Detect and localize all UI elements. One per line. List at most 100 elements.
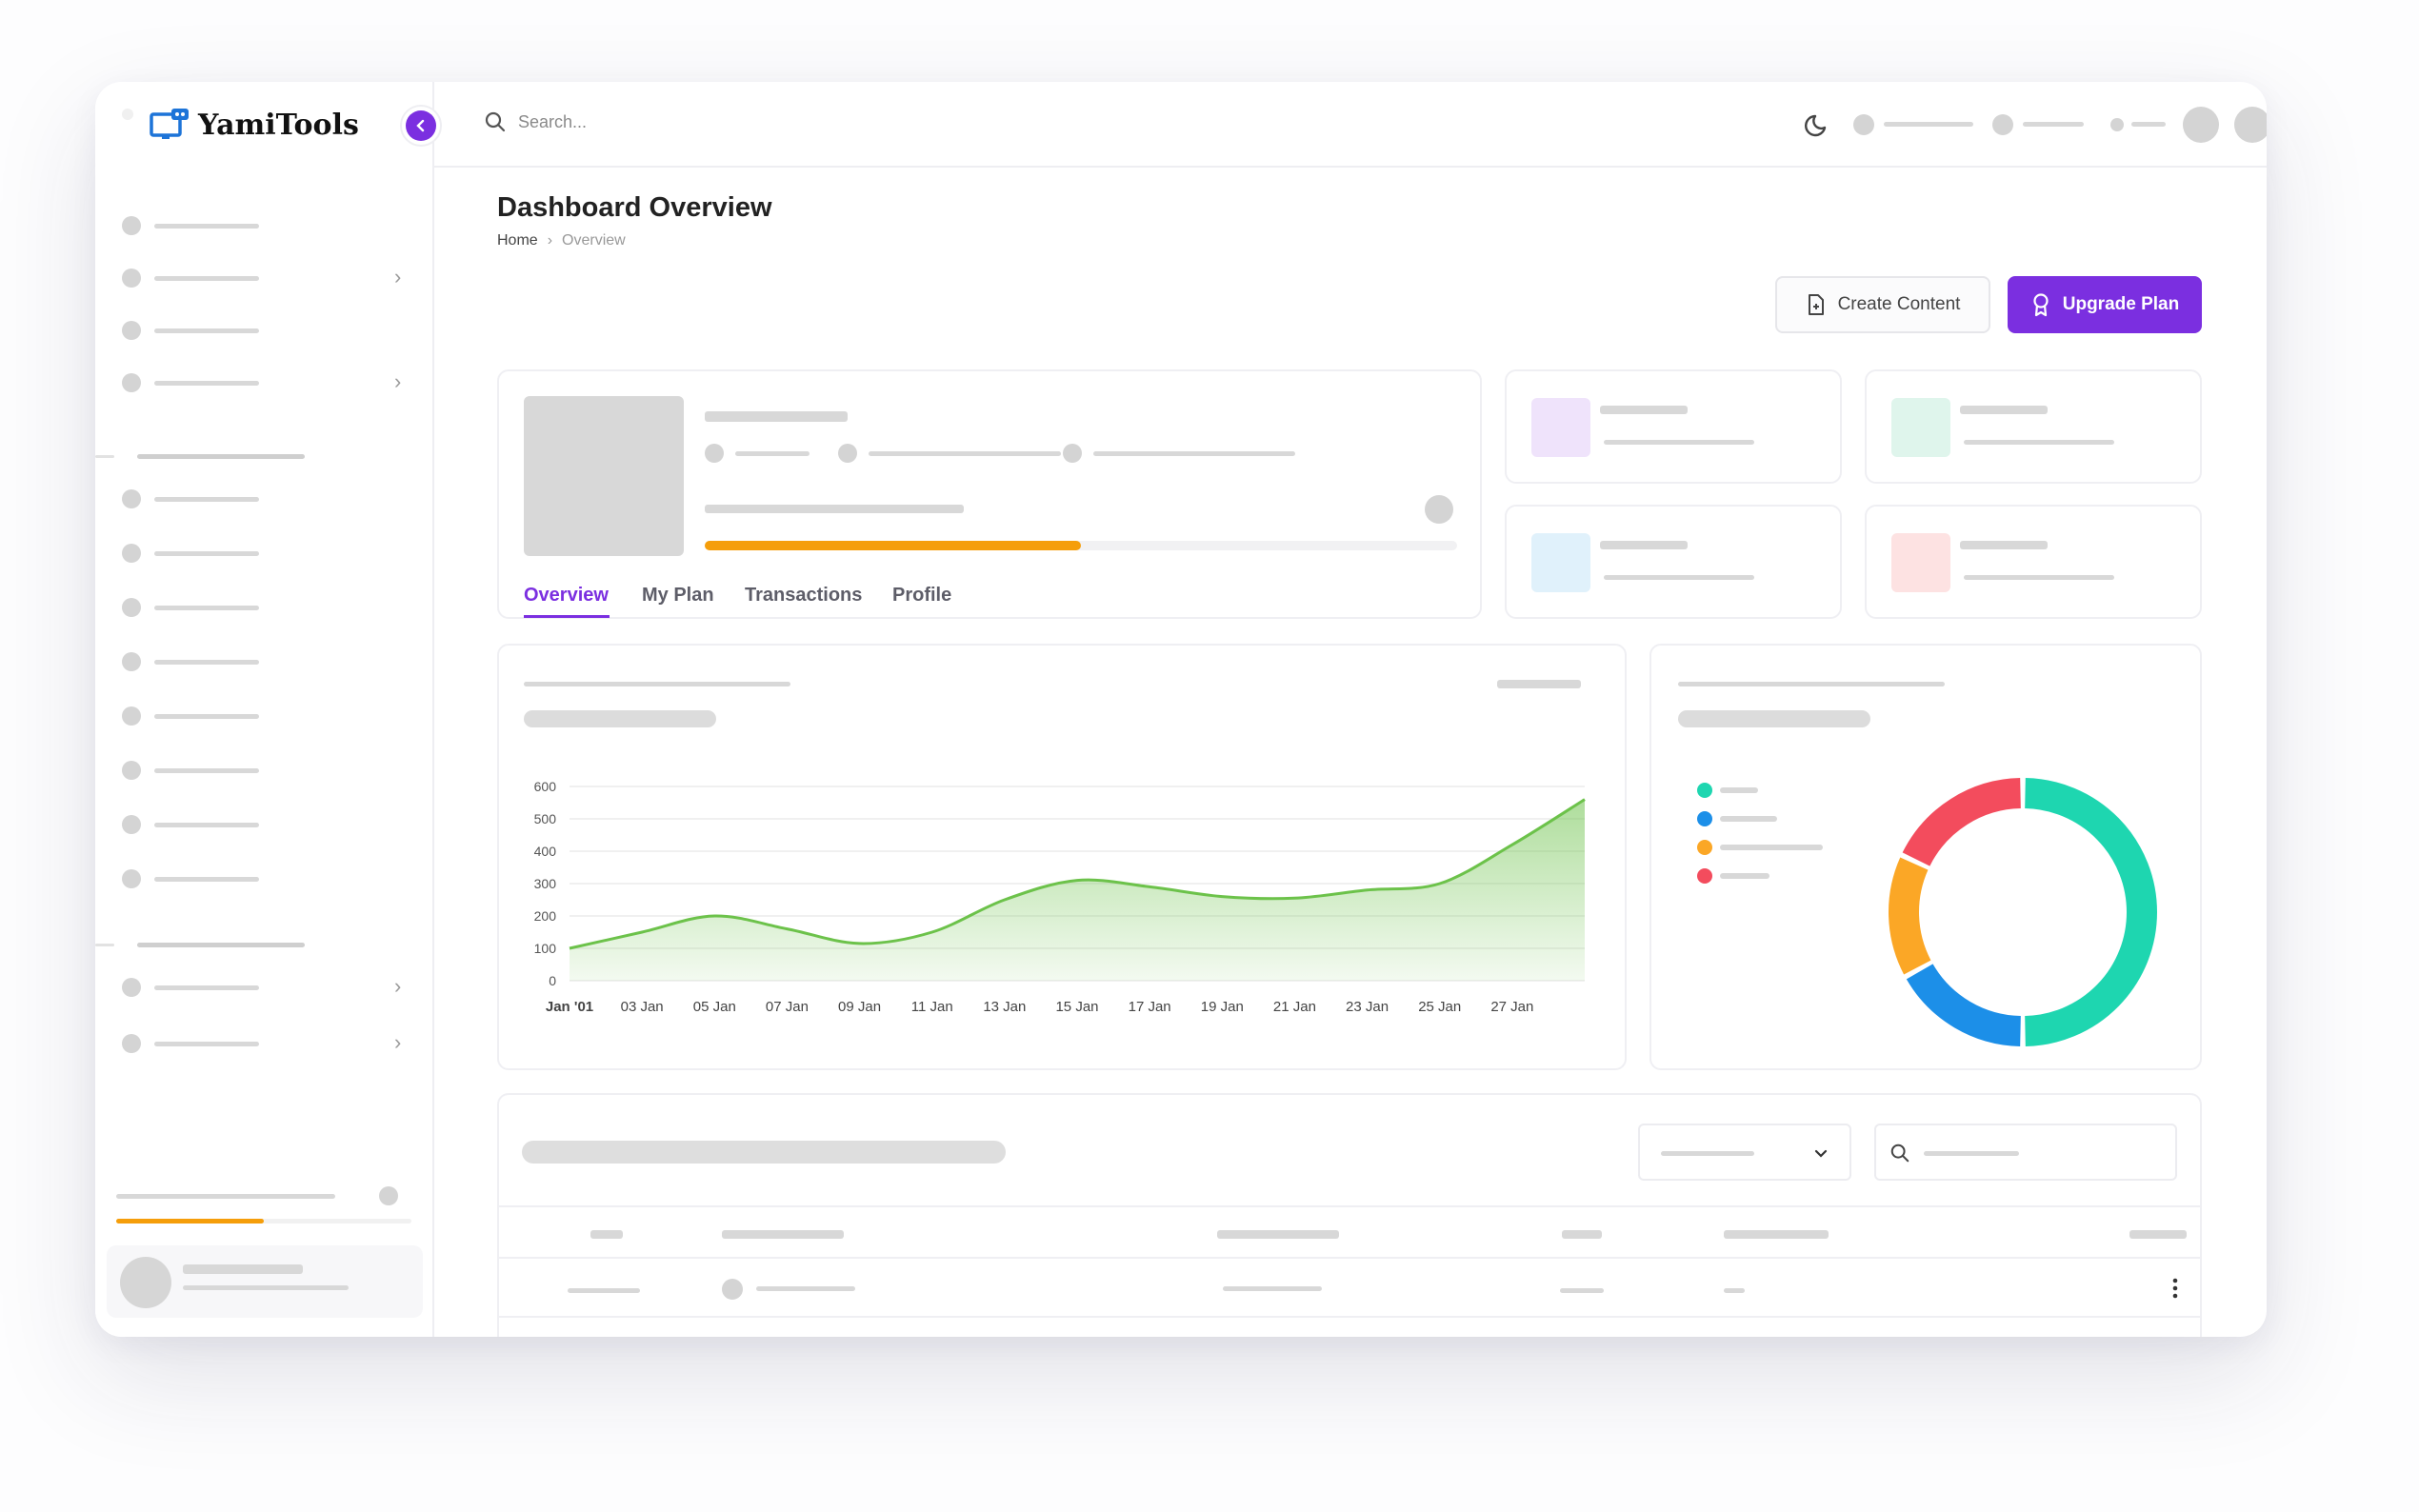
tab-active-indicator: [524, 615, 610, 618]
user-card[interactable]: [107, 1245, 423, 1318]
chart-title: [524, 710, 716, 727]
stat-tile[interactable]: [1865, 369, 2202, 484]
file-plus-icon: [1808, 294, 1824, 315]
sidebar-item-label: [154, 381, 259, 386]
cell: [1223, 1286, 1322, 1291]
chevron-down-icon: [1814, 1149, 1828, 1158]
stat-tile-label: [1964, 575, 2114, 580]
topbar-item-label[interactable]: [1884, 122, 1973, 127]
column-header: [1562, 1230, 1602, 1239]
upgrade-plan-button[interactable]: Upgrade Plan: [2008, 276, 2202, 333]
section-heading: [137, 943, 305, 947]
series-line: [569, 798, 1586, 950]
cell: [1724, 1288, 1745, 1293]
tab-my-plan[interactable]: My Plan: [642, 585, 714, 606]
stat-tile-value: [1600, 406, 1688, 414]
y-tick-label: 500: [534, 811, 557, 826]
cell: [756, 1286, 855, 1291]
tab-profile[interactable]: Profile: [892, 585, 952, 606]
legend-marker: [1697, 840, 1712, 855]
more-vertical-icon[interactable]: [2168, 1276, 2183, 1301]
y-tick-label: 600: [534, 779, 557, 794]
x-tick-label: 19 Jan: [1201, 999, 1244, 1015]
sidebar-item-icon: [122, 978, 141, 997]
search-icon: [1890, 1144, 1909, 1163]
table-row[interactable]: [499, 1318, 2200, 1337]
progress-label: [705, 505, 964, 513]
topbar-item-icon[interactable]: [1853, 114, 1874, 135]
sidebar-item-label: [154, 224, 259, 229]
storage-label: [116, 1194, 335, 1199]
sidebar-item-icon: [122, 373, 141, 392]
sidebar-item-icon: [122, 598, 141, 617]
more-vertical-icon[interactable]: [2168, 1335, 2183, 1337]
sidebar-item-icon: [122, 269, 141, 288]
sidebar-item-label: [154, 1042, 259, 1046]
logo[interactable]: YamiTools: [149, 107, 359, 143]
topbar: Search...: [434, 82, 2267, 168]
chart-caption: [524, 682, 790, 686]
stat-tile-icon: [1531, 533, 1590, 592]
breadcrumb-home[interactable]: Home: [497, 232, 538, 249]
sidebar-item-label: [154, 985, 259, 990]
table-search-input[interactable]: [1874, 1124, 2177, 1181]
user-email: [183, 1285, 349, 1290]
donut-caption: [1678, 682, 1945, 686]
donut-chart: [1697, 778, 2157, 1046]
column-header: [722, 1230, 844, 1239]
collapse-sidebar-button[interactable]: [400, 105, 442, 147]
x-tick-label: 21 Jan: [1273, 999, 1316, 1015]
sidebar-item-icon: [122, 1034, 141, 1053]
donut-slice: [2024, 778, 2157, 1046]
column-header-action: [2129, 1230, 2187, 1239]
chart-filter[interactable]: [1497, 680, 1581, 688]
topbar-item-label[interactable]: [2023, 122, 2084, 127]
donut-slice: [1889, 857, 1931, 975]
y-tick-label: 200: [534, 908, 557, 924]
column-header: [1217, 1230, 1339, 1239]
table-filter-select[interactable]: [1638, 1124, 1851, 1181]
x-tick-label: 13 Jan: [983, 999, 1026, 1015]
sidebar-item-label: [154, 328, 259, 333]
tab-overview[interactable]: Overview: [524, 585, 609, 606]
stat-tile[interactable]: [1505, 505, 1842, 619]
stat-tile[interactable]: [1865, 505, 2202, 619]
sidebar-item-label: [154, 823, 259, 827]
sidebar-item-label: [154, 276, 259, 281]
table-row[interactable]: [499, 1259, 2200, 1318]
create-content-button[interactable]: Create Content: [1775, 276, 1990, 333]
cell: [568, 1288, 640, 1293]
avatar: [120, 1257, 171, 1308]
sidebar-item-icon: [122, 489, 141, 508]
sidebar-item-icon: [122, 652, 141, 671]
column-header: [1724, 1230, 1829, 1239]
tab-transactions[interactable]: Transactions: [745, 585, 863, 606]
stat-tile[interactable]: [1505, 369, 1842, 484]
moon-icon[interactable]: [1804, 110, 1832, 139]
settings-icon[interactable]: [2234, 107, 2267, 143]
topbar-item-icon[interactable]: [2110, 118, 2124, 131]
legend-label: [1720, 873, 1769, 879]
profile-card: Overview My Plan Transactions Profile: [497, 369, 1482, 619]
legend-marker: [1697, 868, 1712, 884]
topbar-item-icon[interactable]: [1992, 114, 2013, 135]
create-content-label: Create Content: [1837, 294, 1961, 314]
breadcrumb-separator: ›: [547, 232, 553, 249]
sidebar-item-icon: [122, 869, 141, 888]
profile-name: [705, 411, 848, 422]
legend-label: [1720, 816, 1777, 822]
search-box[interactable]: Search...: [484, 110, 587, 133]
table-title: [522, 1141, 1006, 1164]
search-input[interactable]: Search...: [518, 111, 588, 131]
topbar-item-label[interactable]: [2131, 122, 2166, 127]
page-title: Dashboard Overview: [497, 192, 772, 223]
stat-tile-icon: [1891, 398, 1950, 457]
profile-meta-icon: [705, 444, 724, 463]
x-tick-label: 07 Jan: [766, 999, 809, 1015]
x-tick-label: 17 Jan: [1129, 999, 1171, 1015]
notification-icon[interactable]: [2183, 107, 2219, 143]
x-tick-label: Jan '01: [546, 999, 593, 1015]
sidebar-item-label: [154, 714, 259, 719]
user-name: [183, 1264, 303, 1274]
table-header-row: [499, 1205, 2200, 1259]
